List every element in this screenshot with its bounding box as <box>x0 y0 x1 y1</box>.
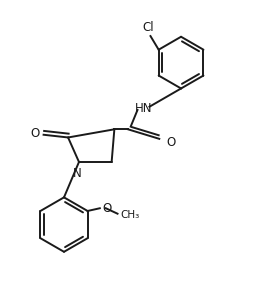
Text: O: O <box>30 127 40 140</box>
Text: O: O <box>103 202 112 215</box>
Text: HN: HN <box>135 102 152 115</box>
Text: Cl: Cl <box>142 21 153 34</box>
Text: N: N <box>73 167 82 180</box>
Text: CH₃: CH₃ <box>120 210 139 220</box>
Text: O: O <box>166 136 175 149</box>
